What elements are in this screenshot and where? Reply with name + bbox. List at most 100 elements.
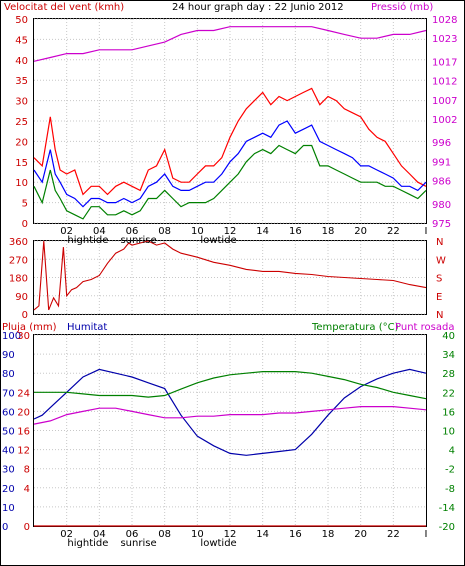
temperature-y-tick: 16 — [442, 407, 455, 418]
temperature-y-tick: 22 — [442, 388, 455, 399]
wind-y-tick: 30 — [15, 97, 28, 108]
x-tick-label: I — [425, 529, 428, 540]
x-tick-label: 18 — [322, 529, 335, 540]
rain-y-tick: 24 — [17, 388, 30, 399]
rain-axis-label: Pluja (mm) — [2, 322, 57, 333]
x-tick-label: 16 — [289, 529, 302, 540]
direction-y-tick: 270 — [9, 255, 28, 266]
x-tick-label: 20 — [354, 529, 367, 540]
pressure-y-tick: 1028 — [432, 15, 457, 26]
humidity-y-tick: 20 — [2, 484, 15, 495]
annotation-hightide: hightide — [67, 538, 108, 549]
direction-y-tick: 90 — [15, 292, 28, 303]
x-tick-label: 08 — [158, 529, 171, 540]
x-tick-label: 22 — [387, 226, 400, 237]
temperature-y-tick: 28 — [442, 369, 455, 380]
rain-y-tick: 16 — [17, 427, 30, 438]
direction-y-tick: 360 — [9, 237, 28, 248]
series-line-dewpoint — [33, 406, 427, 425]
pressure-y-tick: 1017 — [432, 57, 457, 68]
wind-axis-label: Velocitat del vent (kmh) — [4, 2, 124, 13]
humidity-label: Humitat — [67, 322, 107, 333]
humidity-y-tick: 60 — [2, 407, 15, 418]
wind-y-tick: 50 — [15, 15, 28, 26]
direction-y-tick: 0 — [22, 310, 28, 321]
x-tick-label: 12 — [224, 529, 237, 540]
x-tick-label: 14 — [256, 226, 269, 237]
x-tick-label: 02 — [60, 226, 73, 237]
series-line-temperature — [34, 371, 427, 400]
rain-y-tick: 0 — [24, 522, 30, 533]
wind-y-tick: 20 — [15, 137, 28, 148]
pressure-y-tick: 1012 — [432, 77, 457, 88]
compass-tick: S — [436, 274, 442, 285]
series-line-pressure — [33, 26, 427, 62]
x-tick-label: 08 — [158, 226, 171, 237]
wind-y-tick: 35 — [15, 76, 28, 87]
direction-y-tick: 180 — [9, 274, 28, 285]
compass-tick: N — [436, 237, 443, 248]
rain-y-tick: 20 — [17, 407, 30, 418]
pressure-y-tick: 986 — [432, 177, 451, 188]
rain-y-tick: 12 — [17, 446, 30, 457]
temperature-y-tick: 40 — [442, 331, 455, 342]
x-tick-label: 06 — [126, 226, 139, 237]
x-tick-label: 16 — [289, 226, 302, 237]
series-line-gust — [33, 87, 427, 196]
graph-title: 24 hour graph day : 22 Junio 2012 — [172, 2, 344, 13]
pressure-y-tick: 980 — [432, 200, 451, 211]
temperature-label: Temperatura (°C) — [311, 322, 399, 333]
pressure-y-tick: 991 — [432, 157, 451, 168]
temperature-y-tick: 4 — [449, 446, 455, 457]
annotation-lowtide: lowtide — [200, 538, 236, 549]
humidity-y-tick: 30 — [2, 465, 15, 476]
x-tick-label: 04 — [93, 529, 106, 540]
wind-y-tick: 5 — [22, 199, 28, 210]
x-tick-label: 12 — [224, 226, 237, 237]
humidity-y-tick: 100 — [2, 331, 21, 342]
series-line-speed — [33, 120, 427, 208]
pressure-y-tick: 996 — [432, 138, 451, 149]
series-line-direction — [33, 240, 427, 311]
temperature-y-tick: 34 — [442, 350, 455, 361]
temperature-y-tick: -2 — [445, 465, 455, 476]
wind-y-tick: 25 — [15, 117, 28, 128]
series-line-avg — [33, 144, 427, 220]
tick-labels-layer: 0510152025303540455097598098699199610021… — [2, 15, 457, 549]
humidity-y-tick: 10 — [2, 503, 15, 514]
humidity-y-tick: 80 — [2, 369, 15, 380]
grid-layer — [34, 18, 426, 527]
annotation-lowtide: lowtide — [200, 235, 236, 246]
pressure-axis-label: Pressió (mb) — [371, 1, 433, 13]
temperature-y-tick: 10 — [442, 427, 455, 438]
wind-y-tick: 40 — [15, 56, 28, 67]
pressure-y-tick: 1023 — [432, 34, 457, 45]
x-tick-label: 14 — [256, 529, 269, 540]
x-tick-label: I — [425, 226, 428, 237]
series-line-humidity — [33, 368, 427, 456]
pressure-y-tick: 1007 — [432, 96, 457, 107]
x-tick-label: 04 — [93, 226, 106, 237]
rain-y-tick: 8 — [24, 465, 30, 476]
dew-point-label: Punt rosada — [395, 322, 454, 333]
x-tick-label: 06 — [126, 529, 139, 540]
humidity-y-tick: 50 — [2, 427, 15, 438]
x-tick-label: 10 — [191, 226, 204, 237]
humidity-y-tick: 70 — [2, 388, 15, 399]
x-tick-label: 22 — [387, 529, 400, 540]
temperature-y-tick: -20 — [439, 522, 455, 533]
x-tick-label: 20 — [354, 226, 367, 237]
x-tick-label: 10 — [191, 529, 204, 540]
x-tick-label: 02 — [60, 529, 73, 540]
rain-y-tick: 30 — [17, 331, 30, 342]
annotation-sunrise: sunrise — [120, 538, 156, 549]
series-layer — [33, 26, 427, 527]
wind-y-tick: 10 — [15, 178, 28, 189]
temperature-y-tick: -14 — [439, 503, 455, 514]
rain-y-tick: 4 — [24, 484, 30, 495]
compass-tick: W — [436, 255, 446, 266]
compass-tick: N — [436, 310, 443, 321]
humidity-y-tick: 0 — [2, 522, 8, 533]
annotation-hightide: hightide — [67, 235, 108, 246]
